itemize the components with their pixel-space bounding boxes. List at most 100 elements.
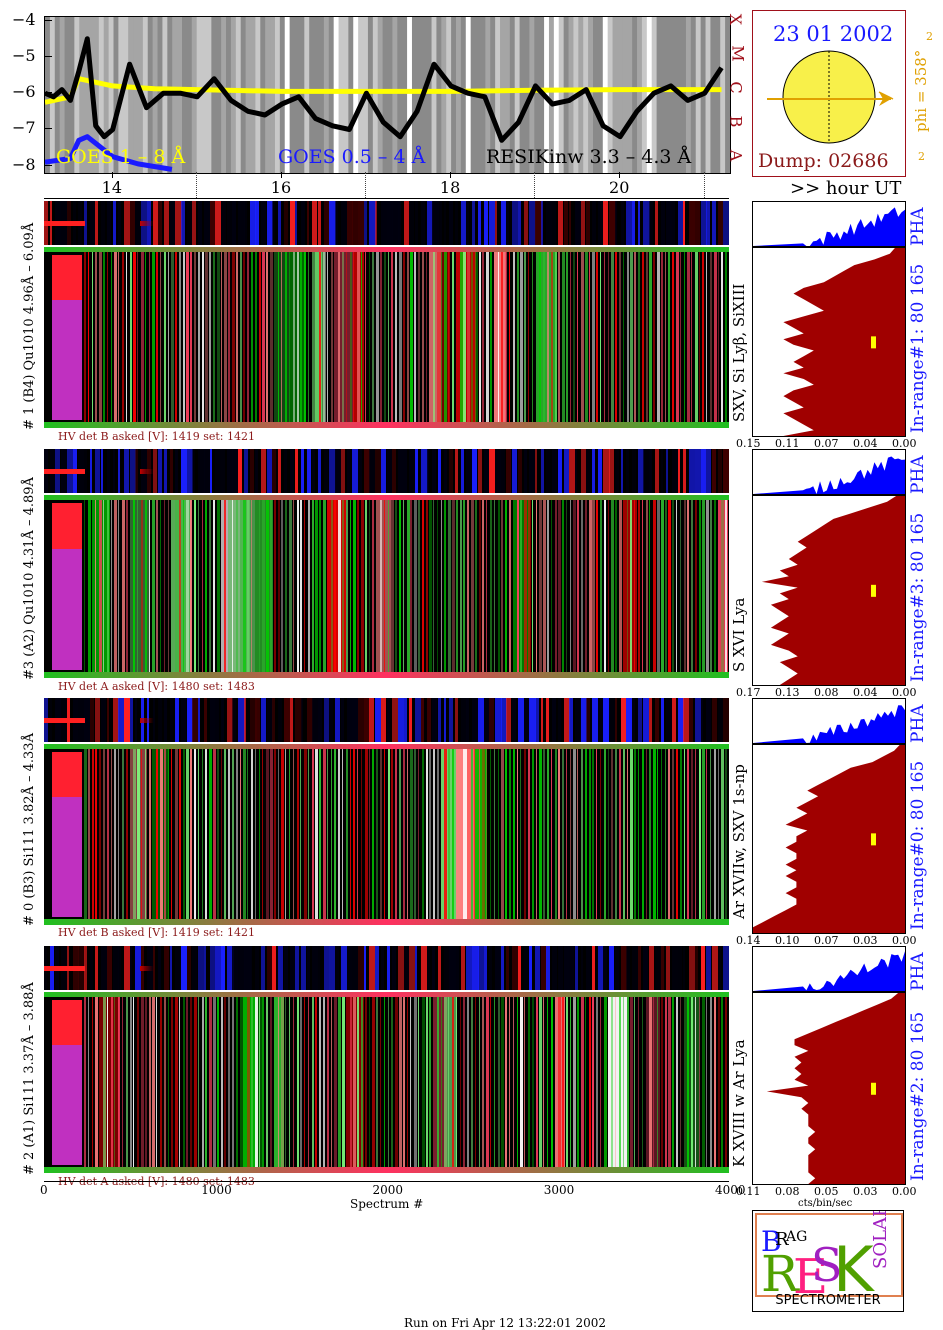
spectrum-line bbox=[87, 247, 90, 428]
spectrum-line bbox=[649, 247, 652, 428]
channel-right-label: S XVI Lya bbox=[730, 597, 748, 672]
spectrum-line bbox=[258, 495, 261, 678]
spectrum-line bbox=[330, 992, 333, 1173]
lightcurve-band bbox=[98, 17, 105, 173]
spectrum-line bbox=[197, 744, 200, 925]
lightcurve-band bbox=[133, 17, 139, 173]
spectrum-line bbox=[679, 247, 681, 428]
spectrum-line bbox=[463, 992, 466, 1173]
hour-gridline bbox=[703, 172, 706, 198]
spectrum-line bbox=[482, 495, 485, 678]
spectrum-line bbox=[398, 744, 402, 925]
lightcurve-band bbox=[509, 17, 516, 173]
spectrum-line bbox=[213, 744, 216, 925]
lightcurve-band bbox=[113, 17, 119, 173]
spectrum-line bbox=[224, 744, 227, 925]
spectrum-line bbox=[554, 744, 558, 925]
spectrum-line bbox=[486, 495, 488, 678]
lightcurve-band bbox=[690, 17, 697, 173]
spectrum-line bbox=[239, 247, 243, 428]
spectrum-line bbox=[383, 247, 386, 428]
lightcurve-band bbox=[382, 17, 388, 173]
spectrum-line bbox=[683, 992, 699, 1173]
spectrum-line bbox=[414, 495, 417, 678]
spectrum-line bbox=[171, 744, 173, 925]
spectrum-line bbox=[675, 495, 677, 678]
pha-svg bbox=[753, 705, 905, 743]
hist-tick-label: 0.00 bbox=[892, 437, 917, 450]
spectrum-line bbox=[110, 744, 113, 925]
spectrum-line bbox=[250, 992, 254, 1173]
spectrum-line bbox=[334, 495, 337, 678]
lightcurve-band bbox=[563, 17, 570, 173]
lightcurve-ytick: −6 bbox=[12, 82, 36, 102]
spectrum-line bbox=[95, 744, 97, 925]
spectrum-line bbox=[493, 992, 496, 1173]
spectrum-line bbox=[398, 992, 402, 1173]
spectrum-line bbox=[342, 992, 345, 1173]
spectrum-line bbox=[235, 992, 238, 1173]
spectrum-line bbox=[630, 495, 633, 678]
spectrum-line bbox=[121, 247, 124, 428]
spectrum-line bbox=[118, 247, 120, 428]
spectrum-line bbox=[721, 992, 724, 1173]
spectrum-line bbox=[281, 495, 284, 678]
spectrum-line bbox=[254, 992, 258, 1173]
spectrum-line bbox=[118, 744, 120, 925]
lightcurve-band bbox=[500, 17, 506, 173]
channel-right-label: K XVIII w Ar Lya bbox=[730, 1039, 748, 1167]
spectrum-line bbox=[679, 744, 683, 925]
spectrum-line bbox=[87, 495, 91, 678]
pha-time-strip bbox=[44, 698, 729, 742]
spectrum-line bbox=[501, 247, 504, 428]
spectrum-line bbox=[516, 495, 519, 678]
spectrum-tick-label: 1000 bbox=[201, 1183, 232, 1197]
spectrum-line bbox=[467, 495, 470, 678]
spectrum-line bbox=[710, 247, 713, 428]
spectrum-line bbox=[554, 495, 558, 678]
spectrum-line bbox=[129, 992, 133, 1173]
logo-spectrometer: SPECTROMETER bbox=[775, 1293, 881, 1308]
spectrum-line bbox=[490, 495, 492, 678]
spectrum-line bbox=[569, 247, 571, 428]
spectrum-line bbox=[482, 247, 485, 428]
spectrum-line bbox=[345, 247, 347, 428]
spectrum-line bbox=[490, 992, 492, 1173]
hv-setting: HV det B asked [V]: 1419 set: 1421 bbox=[58, 926, 255, 939]
spectrum-line bbox=[372, 495, 375, 678]
spectrum-line bbox=[622, 744, 626, 925]
spectrum-line bbox=[641, 247, 644, 428]
spectrum-line bbox=[698, 247, 700, 428]
spectrum-line bbox=[213, 247, 215, 428]
lightcurve-ytick: −7 bbox=[12, 118, 36, 138]
spectrum-line bbox=[292, 495, 295, 678]
spectrum-line bbox=[152, 247, 156, 428]
spectrum-line bbox=[125, 247, 128, 428]
spectrum-bottom-edge bbox=[44, 919, 729, 925]
spectrum-bottom-edge bbox=[44, 422, 729, 428]
hist-tick-label: 0.11 bbox=[736, 1185, 761, 1198]
logo-top-border bbox=[755, 1213, 903, 1297]
spectrum-line bbox=[687, 992, 689, 1173]
spectrum-line bbox=[649, 992, 652, 1173]
spectrum-line bbox=[87, 744, 91, 925]
spectrum-top-edge bbox=[44, 495, 729, 500]
lightcurve-band bbox=[333, 17, 340, 173]
spectrum-line bbox=[706, 495, 709, 678]
spectrum-line bbox=[190, 992, 192, 1173]
spectrum-tick-label: 4000 bbox=[715, 1183, 746, 1197]
spectrum-line bbox=[262, 495, 266, 678]
lightcurve-band bbox=[289, 17, 296, 173]
spectrum-line bbox=[167, 495, 170, 678]
spectrum-line bbox=[285, 744, 287, 925]
spectrum-line bbox=[478, 744, 481, 925]
pha-histogram bbox=[752, 698, 906, 744]
spectrum-line bbox=[527, 247, 530, 428]
spectrum-line bbox=[285, 495, 287, 678]
spectrum-line bbox=[224, 495, 226, 678]
spectrum-line bbox=[114, 744, 117, 925]
spectrum-line bbox=[626, 495, 629, 678]
spectrum-line bbox=[368, 992, 371, 1173]
lightcurve-band bbox=[59, 17, 66, 173]
spectrum-line bbox=[448, 247, 450, 428]
